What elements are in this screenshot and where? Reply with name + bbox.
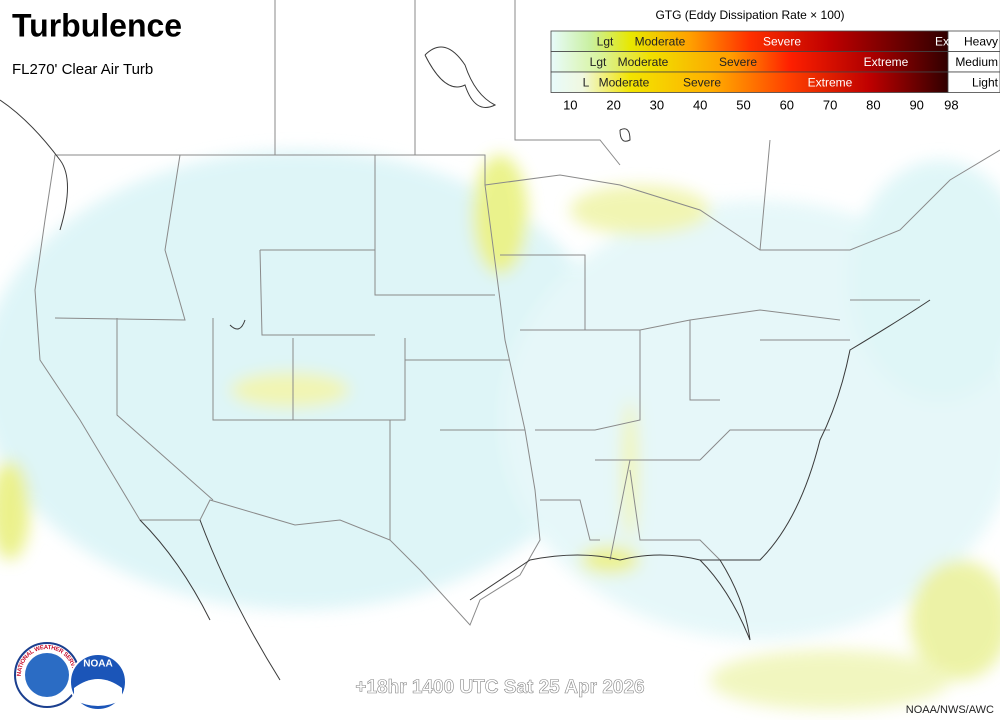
noaa-logo-text: NOAA [83, 659, 112, 670]
legend-category: Medium [955, 55, 998, 69]
legend-scale-label: 40 [693, 97, 707, 112]
map-title: Turbulence [12, 7, 182, 43]
legend-row-label: Severe [683, 75, 721, 89]
legend-scale-label: 30 [650, 97, 664, 112]
legend-row-label: Lgt [597, 34, 614, 48]
legend: Lgt Moderate Severe Ex Heavy Lgt Moderate Sever… [550, 30, 1000, 112]
legend-row-label: Moderate [635, 34, 686, 48]
turbulence-field [0, 150, 1000, 710]
legend-scale-label: 90 [909, 97, 923, 112]
legend-row-label: Extreme [808, 75, 853, 89]
credit: NOAA/NWS/AWC [906, 704, 994, 716]
legend-category: Light [972, 75, 999, 89]
legend-scale-label: 98 [944, 97, 958, 112]
legend-row-label: Extreme [864, 55, 909, 69]
legend-row-label: Severe [763, 34, 801, 48]
legend-scale-label: 60 [780, 97, 794, 112]
legend-row-label: Lgt [590, 55, 607, 69]
legend-category: Heavy [964, 34, 998, 48]
legend-row-label: Moderate [599, 75, 650, 89]
valid-time: +18hr 1400 UTC Sat 25 Apr 2026 [355, 677, 644, 698]
legend-row-label: Ex [935, 34, 949, 48]
legend-scale-label: 50 [736, 97, 750, 112]
legend-row-label: L [583, 75, 590, 89]
legend-scale-label: 10 [563, 97, 577, 112]
legend-scale-label: 80 [866, 97, 880, 112]
legend-scale-label: 70 [823, 97, 837, 112]
legend-row-label: Severe [719, 55, 757, 69]
legend-title: GTG (Eddy Dissipation Rate × 100) [655, 8, 844, 22]
legend-scale-label: 20 [606, 97, 620, 112]
map-subtitle: FL270' Clear Air Turb [12, 61, 153, 78]
state-boundaries [0, 0, 1000, 681]
legend-row-label: Moderate [618, 55, 669, 69]
logos: NATIONAL WEATHER SERVICE NOAA [14, 642, 127, 711]
legend-category-cell [947, 71, 1000, 93]
